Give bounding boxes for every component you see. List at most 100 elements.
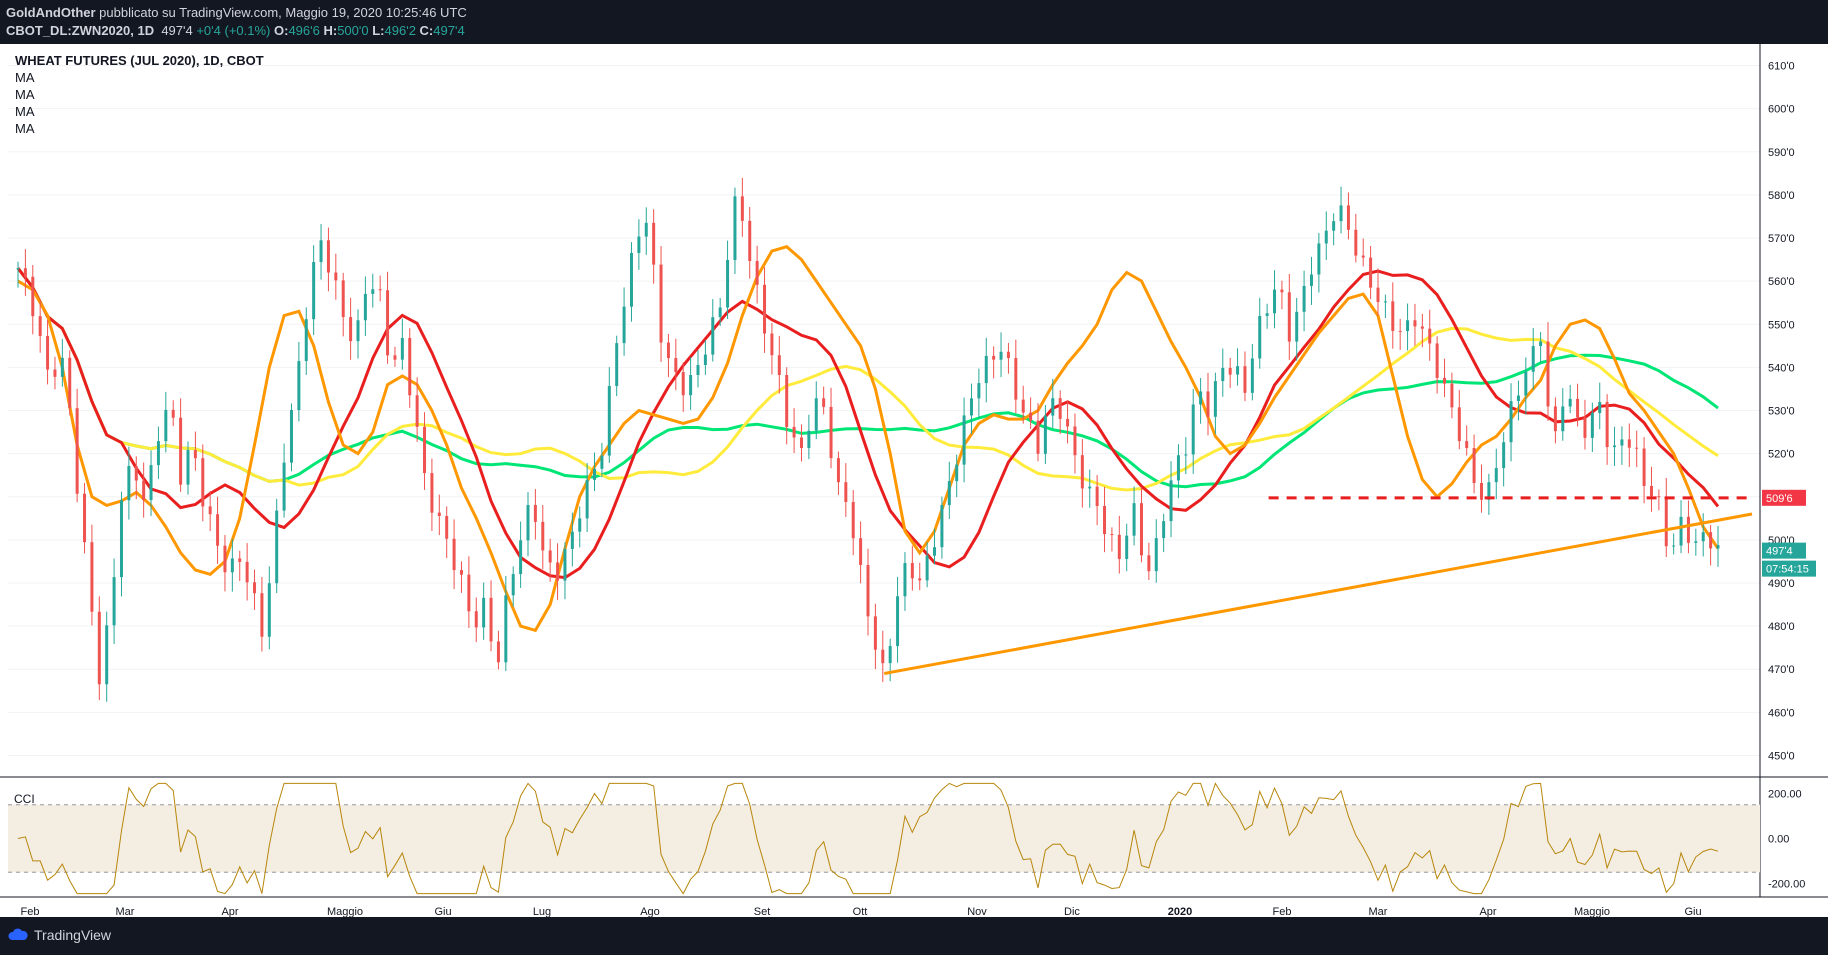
chart-area[interactable]: 610ʹ0 600ʹ0 590ʹ0 580ʹ0 570ʹ0 560ʹ0 550ʹ0 540ʹ0… <box>0 44 1828 918</box>
candle-body <box>127 466 131 501</box>
tradingview-cloud-icon <box>8 928 28 940</box>
candle-body <box>46 335 50 370</box>
legend-ma-1[interactable]: MA <box>15 70 35 85</box>
candle-body <box>1006 351 1010 359</box>
time-axis-label: Maggio <box>327 906 363 917</box>
candle-body <box>792 426 796 438</box>
last-price: 497ʹ4 <box>161 23 193 38</box>
candle-body <box>1369 257 1373 288</box>
candle-body <box>903 563 907 597</box>
candle-body <box>68 357 72 409</box>
candle-body <box>23 268 27 277</box>
legend-ma-3[interactable]: MA <box>15 104 35 119</box>
candle-body <box>201 458 205 507</box>
candle-body <box>467 574 471 612</box>
candle-body <box>312 262 316 320</box>
candle-body <box>556 562 560 581</box>
price-tick-label: 590ʹ0 <box>1768 147 1795 159</box>
candle-body <box>415 395 419 427</box>
candle-body <box>90 542 94 612</box>
candle-body <box>541 521 545 551</box>
candle-body <box>533 505 537 522</box>
candle-body <box>1679 516 1683 546</box>
price-tick-label: 520ʹ0 <box>1768 449 1795 461</box>
candle-body <box>1561 406 1565 432</box>
time-axis-label: Feb <box>1273 906 1292 917</box>
open-value: 496ʹ6 <box>288 23 320 38</box>
candle-body <box>1576 398 1580 418</box>
candle-body <box>489 597 493 642</box>
price-tick-label: 480ʹ0 <box>1768 621 1795 633</box>
candle-body <box>267 583 271 637</box>
candle-body <box>31 276 35 317</box>
candle-body <box>179 417 183 485</box>
cci-band <box>8 804 1760 873</box>
candle-body <box>1376 287 1380 302</box>
candle-body <box>1206 391 1210 417</box>
time-axis-label: Dic <box>1064 906 1080 917</box>
candle-body <box>1605 402 1609 448</box>
candle-body <box>423 426 427 474</box>
ma-red-line <box>16 267 1720 580</box>
close-label: C: <box>419 23 434 38</box>
low-label: L: <box>372 23 385 38</box>
candle-body <box>947 481 951 506</box>
cci-label: CCI <box>14 792 35 806</box>
candle-body <box>807 430 811 448</box>
candle-body <box>334 272 338 281</box>
time-axis-label: Mar <box>1369 906 1388 917</box>
candle-body <box>400 338 404 360</box>
candle-body <box>1332 221 1336 231</box>
candle-body <box>681 372 685 396</box>
candle-body <box>1162 521 1166 539</box>
countdown-tag: 07:54:15 <box>1766 564 1809 576</box>
candle-body <box>615 343 619 387</box>
time-axis-label: Giu <box>434 906 451 917</box>
candle-body <box>1324 230 1328 244</box>
candle-body <box>1583 417 1587 438</box>
candle-body <box>112 577 116 626</box>
price-tick-label: 490ʹ0 <box>1768 578 1795 590</box>
candle-body <box>1154 538 1158 572</box>
candle-body <box>1465 441 1469 449</box>
candle-body <box>1117 534 1121 559</box>
time-axis-label: Ott <box>853 906 868 917</box>
time-axis-label: Ago <box>640 906 660 917</box>
candle-body <box>977 383 981 399</box>
candle-body <box>1502 442 1506 469</box>
price-tick-label: 450ʹ0 <box>1768 750 1795 762</box>
price-tick-label: 580ʹ0 <box>1768 190 1795 202</box>
price-tick-label: 600ʹ0 <box>1768 104 1795 116</box>
cci-line <box>17 782 1719 895</box>
low-value: 496ʹ2 <box>384 23 416 38</box>
candle-body <box>1642 448 1646 486</box>
price-tick-label: 540ʹ0 <box>1768 362 1795 374</box>
candle-body <box>910 563 914 579</box>
candle-body <box>1531 346 1535 372</box>
candle-body <box>829 406 833 459</box>
candle-body <box>363 293 367 321</box>
author-line: GoldAndOther pubblicato su TradingView.c… <box>6 5 467 20</box>
candle-body <box>622 306 626 344</box>
legend-ma-4[interactable]: MA <box>15 121 35 136</box>
brand-name: TradingView <box>34 927 112 943</box>
author-name[interactable]: GoldAndOther <box>6 5 96 20</box>
tradingview-logo[interactable]: TradingView <box>8 927 111 943</box>
candle-body <box>1213 381 1217 417</box>
legend-ma-2[interactable]: MA <box>15 87 35 102</box>
time-axis-label: Mar <box>116 906 135 917</box>
candle-body <box>755 260 759 285</box>
close-value: 497ʹ4 <box>433 23 465 38</box>
candle-body <box>253 582 257 594</box>
candle-body <box>430 473 434 513</box>
candle-body <box>474 611 478 628</box>
candle-body <box>16 268 20 270</box>
candle-body <box>696 364 700 375</box>
price-change: +0ʹ4 (+0.1%) <box>196 23 271 38</box>
candle-body <box>356 320 360 342</box>
price-chart-svg[interactable]: 610ʹ0 600ʹ0 590ʹ0 580ʹ0 570ʹ0 560ʹ0 550ʹ0 540ʹ0… <box>0 44 1828 918</box>
candle-body <box>1302 285 1306 312</box>
cci-tick-label: 200.00 <box>1768 789 1802 801</box>
candle-body <box>260 593 264 637</box>
candle-body <box>1709 532 1713 549</box>
